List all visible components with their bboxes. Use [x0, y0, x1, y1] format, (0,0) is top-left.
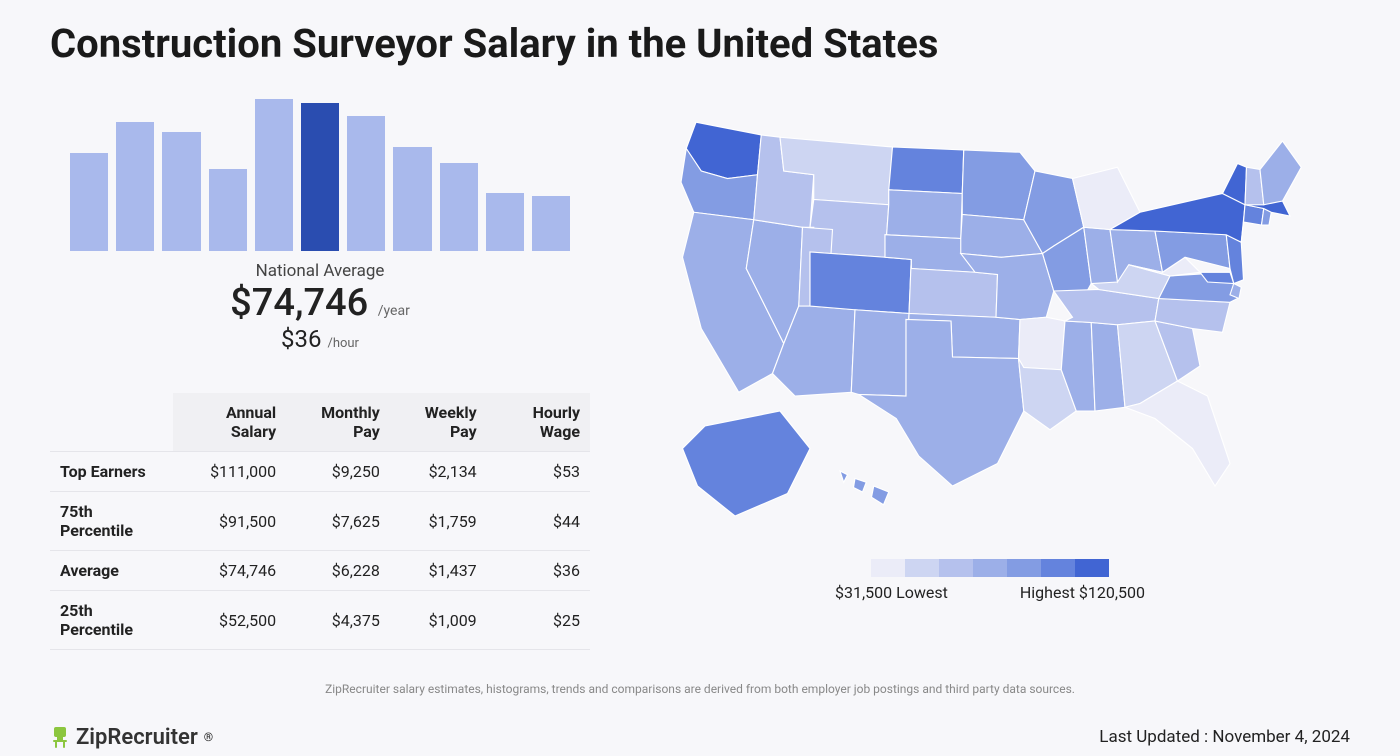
- disclaimer-text: ZipRecruiter salary estimates, histogram…: [50, 682, 1350, 696]
- state-co: [810, 252, 911, 314]
- table-cell: 25th Percentile: [50, 591, 173, 650]
- histogram-bar: [70, 153, 108, 251]
- state-ct: [1241, 205, 1264, 243]
- table-body: Top Earners$111,000$9,250$2,134$5375th P…: [50, 452, 590, 650]
- page-title: Construction Surveyor Salary in the Unit…: [50, 20, 1350, 67]
- legend-swatch: [973, 559, 1007, 577]
- histogram-bar: [301, 103, 339, 251]
- salary-histogram: [50, 91, 590, 251]
- table-header-cell: Hourly Wage: [487, 393, 590, 452]
- histogram-bar: [393, 147, 431, 251]
- histogram-bar: [486, 193, 524, 251]
- footer: ZipRecruiter ® Last Updated : November 4,…: [50, 724, 1350, 750]
- chair-icon: [50, 724, 70, 750]
- table-cell: Top Earners: [50, 452, 173, 492]
- legend-scale: [871, 559, 1109, 577]
- legend-swatch: [1041, 559, 1075, 577]
- histogram-bar: [532, 196, 570, 251]
- table-cell: $1,437: [390, 551, 487, 591]
- table-cell: Average: [50, 551, 173, 591]
- table-header-cell: [50, 393, 173, 452]
- table-cell: $53: [487, 452, 590, 492]
- histogram-bar: [347, 116, 385, 251]
- left-column: National Average $74,746 /year $36 /hour…: [50, 91, 590, 650]
- national-average-label: National Average: [50, 261, 590, 281]
- us-map-svg: [630, 91, 1350, 551]
- legend-high: Highest $120,500: [1020, 583, 1145, 602]
- map-legend: $31,500 Lowest Highest $120,500: [630, 559, 1350, 602]
- hourly-unit: /hour: [327, 336, 359, 351]
- table-cell: $4,375: [286, 591, 390, 650]
- table-row: 25th Percentile$52,500$4,375$1,009$25: [50, 591, 590, 650]
- state-nm: [851, 310, 909, 396]
- table-header-row: Annual SalaryMonthly PayWeekly PayHourly…: [50, 393, 590, 452]
- state-mn: [962, 150, 1035, 220]
- table-cell: $1,009: [390, 591, 487, 650]
- national-average-annual: $74,746 /year: [50, 281, 590, 325]
- table-cell: $44: [487, 492, 590, 551]
- table-cell: $9,250: [286, 452, 390, 492]
- table-header-cell: Annual Salary: [173, 393, 286, 452]
- table-header-cell: Monthly Pay: [286, 393, 390, 452]
- annual-value: $74,746: [230, 281, 368, 325]
- state-me: [1260, 141, 1301, 205]
- table-header-cell: Weekly Pay: [390, 393, 487, 452]
- table-cell: $91,500: [173, 492, 286, 551]
- table-cell: $36: [487, 551, 590, 591]
- histogram-bar: [209, 169, 247, 251]
- table-cell: $2,134: [390, 452, 487, 492]
- state-hi: [840, 471, 889, 505]
- table-row: 75th Percentile$91,500$7,625$1,759$44: [50, 492, 590, 551]
- annual-unit: /year: [378, 303, 410, 319]
- histogram-bar: [440, 163, 478, 251]
- salary-table: Annual SalaryMonthly PayWeekly PayHourly…: [50, 393, 590, 650]
- legend-swatch: [871, 559, 905, 577]
- table-cell: 75th Percentile: [50, 492, 173, 551]
- histogram-bar: [116, 122, 154, 251]
- logo-text: ZipRecruiter: [76, 725, 198, 750]
- content-row: National Average $74,746 /year $36 /hour…: [50, 91, 1350, 650]
- table-cell: $1,759: [390, 492, 487, 551]
- legend-low: $31,500 Lowest: [835, 583, 948, 602]
- registered-mark: ®: [204, 730, 213, 744]
- state-ar: [1019, 317, 1066, 370]
- table-cell: $6,228: [286, 551, 390, 591]
- ziprecruiter-logo: ZipRecruiter ®: [50, 724, 213, 750]
- state-ak: [683, 411, 811, 516]
- histogram-bar: [162, 132, 200, 251]
- hourly-value: $36: [281, 325, 321, 353]
- legend-swatch: [1075, 559, 1109, 577]
- table-cell: $74,746: [173, 551, 286, 591]
- us-map: [630, 91, 1350, 551]
- table-row: Average$74,746$6,228$1,437$36: [50, 551, 590, 591]
- table-row: Top Earners$111,000$9,250$2,134$53: [50, 452, 590, 492]
- legend-labels: $31,500 Lowest Highest $120,500: [835, 583, 1145, 602]
- histogram-bar: [255, 99, 293, 251]
- national-average-hourly: $36 /hour: [50, 325, 590, 353]
- national-average-block: National Average $74,746 /year $36 /hour: [50, 261, 590, 353]
- table-cell: $52,500: [173, 591, 286, 650]
- table-cell: $25: [487, 591, 590, 650]
- right-column: $31,500 Lowest Highest $120,500: [630, 91, 1350, 650]
- table-cell: $111,000: [173, 452, 286, 492]
- last-updated: Last Updated : November 4, 2024: [1099, 727, 1350, 747]
- legend-swatch: [1007, 559, 1041, 577]
- legend-swatch: [939, 559, 973, 577]
- legend-swatch: [905, 559, 939, 577]
- table-cell: $7,625: [286, 492, 390, 551]
